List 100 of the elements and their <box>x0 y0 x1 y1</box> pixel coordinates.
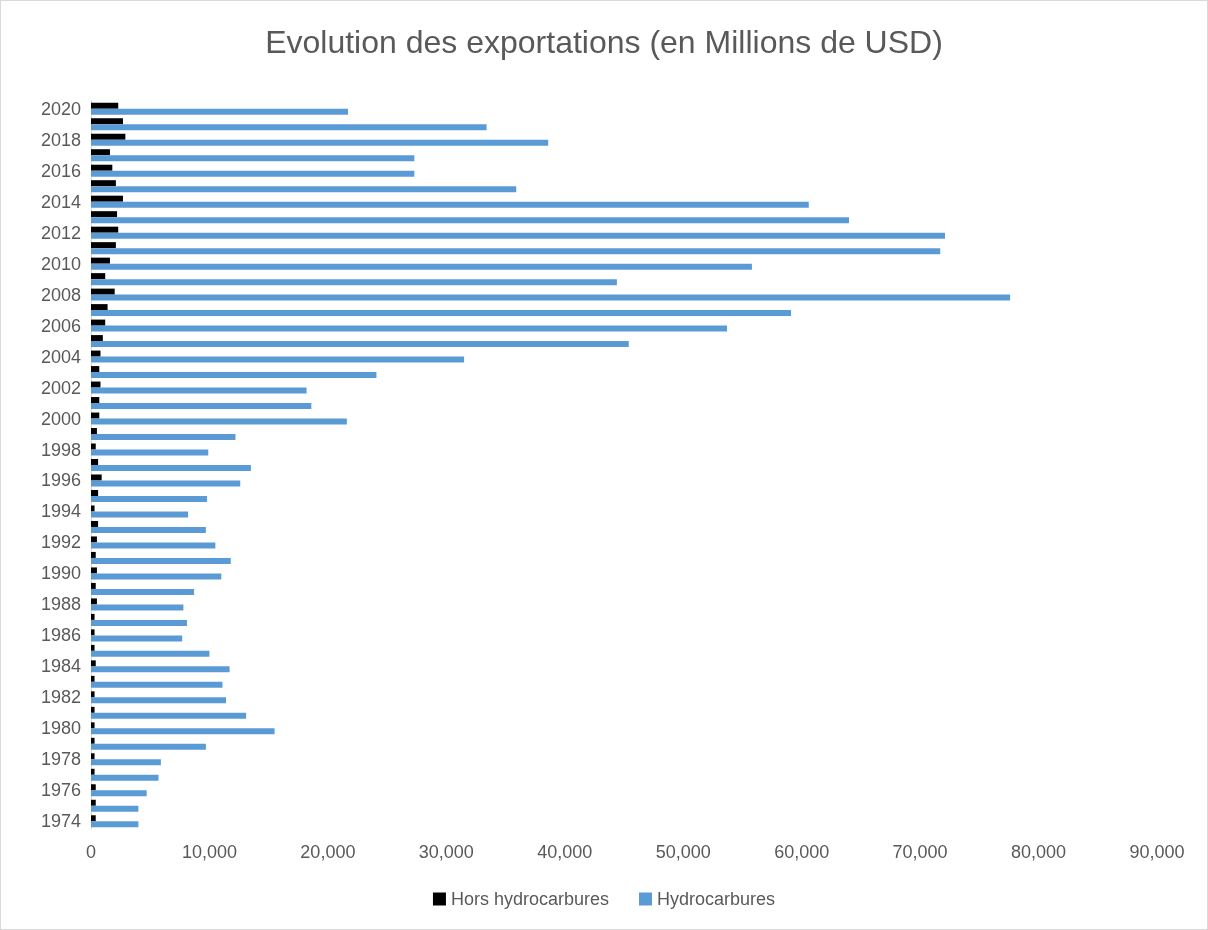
bar <box>91 294 1011 301</box>
bar <box>91 232 945 239</box>
bar <box>91 434 236 441</box>
bar <box>91 325 728 332</box>
bar <box>91 784 96 791</box>
bar <box>91 459 99 465</box>
bar <box>91 465 251 471</box>
bar <box>91 582 96 589</box>
bar <box>91 526 206 533</box>
bar <box>91 366 100 373</box>
bar <box>91 273 106 280</box>
bar <box>91 412 100 419</box>
bar <box>91 226 119 233</box>
bar <box>91 263 752 270</box>
bar <box>91 799 96 806</box>
x-tick-label: 40,000 <box>537 842 593 862</box>
bar <box>91 418 347 425</box>
bar <box>91 350 101 357</box>
bar <box>91 428 97 435</box>
bar <box>91 170 415 177</box>
bar <box>91 186 517 193</box>
bar <box>91 805 139 812</box>
y-tick-label: 1996 <box>40 470 81 491</box>
legend-label: Hors hydrocarbures <box>450 889 610 909</box>
bar <box>91 815 96 822</box>
bar <box>91 397 100 404</box>
y-tick-label: 1974 <box>40 811 81 832</box>
bar <box>91 644 95 651</box>
bar <box>91 542 216 549</box>
y-tick-label: 2004 <box>40 346 81 367</box>
bar <box>91 511 189 518</box>
bar <box>91 139 549 146</box>
y-tick-label: 2008 <box>40 284 81 305</box>
bar <box>91 242 116 249</box>
bar <box>91 449 209 456</box>
y-tick-label: 1988 <box>40 594 81 615</box>
bar <box>91 520 99 527</box>
bar <box>91 790 147 797</box>
x-tick-label: 60,000 <box>774 842 830 862</box>
y-tick-label: 2000 <box>40 408 81 429</box>
bar <box>91 675 95 682</box>
y-tick-label: 2010 <box>40 253 81 274</box>
bar <box>91 403 312 410</box>
bar <box>91 304 108 311</box>
x-tick-label: 70,000 <box>892 842 948 862</box>
y-tick-label: 1984 <box>40 656 81 677</box>
bar <box>91 102 119 109</box>
bar <box>91 155 415 162</box>
bar <box>91 629 95 636</box>
bar <box>91 536 97 543</box>
x-tick-label: 90,000 <box>1129 842 1185 862</box>
y-tick-label: 2002 <box>40 377 81 398</box>
bar <box>91 821 139 828</box>
bar <box>91 381 101 388</box>
y-tick-label: 1982 <box>40 687 81 708</box>
bar <box>91 650 210 657</box>
y-tick-label: 1998 <box>40 439 81 460</box>
y-tick-label: 1976 <box>40 780 81 801</box>
bar <box>91 697 227 704</box>
bar <box>91 737 95 744</box>
bar <box>91 474 102 481</box>
bar <box>91 635 183 642</box>
bar <box>91 557 231 564</box>
bar <box>91 505 95 512</box>
bar <box>91 248 941 255</box>
bar <box>91 217 850 224</box>
bar <box>91 288 115 295</box>
y-tick-label: 2018 <box>40 129 81 150</box>
bar <box>91 613 95 620</box>
bar <box>91 387 307 394</box>
bar <box>91 118 123 125</box>
bar <box>91 356 465 363</box>
y-tick-label: 2014 <box>40 191 81 212</box>
bar <box>91 588 195 595</box>
bar <box>91 551 96 558</box>
y-tick-label: 1992 <box>40 532 81 553</box>
y-tick-label: 2012 <box>40 222 81 243</box>
bar <box>91 495 208 502</box>
bar <box>91 768 95 775</box>
bar <box>91 335 103 342</box>
bar <box>91 164 113 171</box>
bar <box>91 489 99 496</box>
bar <box>91 722 95 729</box>
bar <box>91 310 792 317</box>
y-tick-label: 2016 <box>40 160 81 181</box>
bar <box>91 681 223 688</box>
bar <box>91 666 230 673</box>
bar <box>91 567 97 574</box>
bar <box>91 598 97 605</box>
y-tick-label: 1986 <box>40 625 81 646</box>
x-tick-label: 30,000 <box>418 842 474 862</box>
bar <box>91 743 206 750</box>
y-tick-label: 1980 <box>40 718 81 739</box>
bar <box>91 660 96 667</box>
x-tick-label: 0 <box>85 842 97 862</box>
bar <box>91 195 123 202</box>
y-tick-label: 2020 <box>40 98 81 119</box>
x-tick-label: 50,000 <box>655 842 711 862</box>
bar <box>91 211 118 218</box>
bar <box>91 108 349 115</box>
